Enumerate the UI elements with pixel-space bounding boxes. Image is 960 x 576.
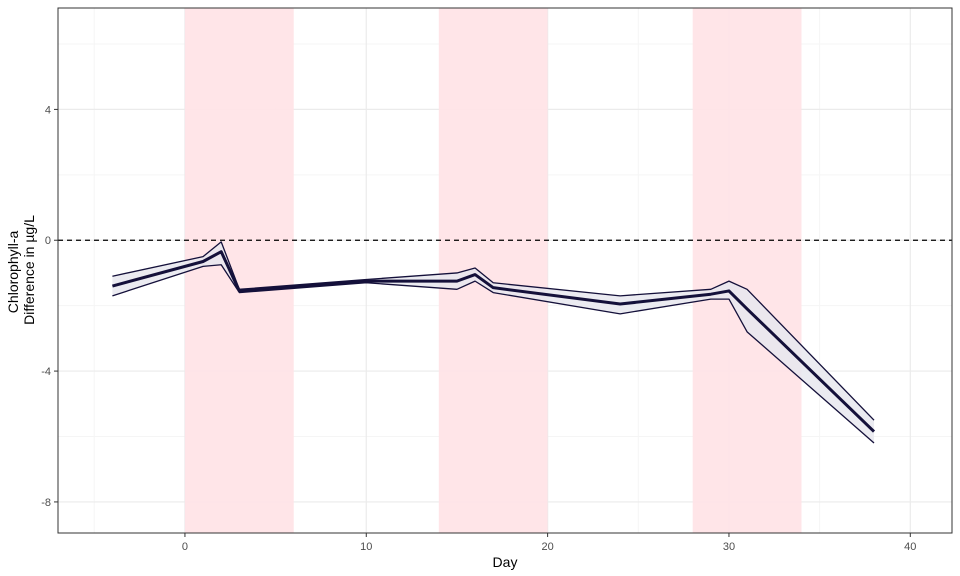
y-axis: 4 0 -4 -8 bbox=[41, 104, 58, 509]
shaded-period bbox=[692, 8, 802, 533]
y-tick-label: -8 bbox=[41, 497, 51, 509]
upper-bound-line bbox=[112, 241, 875, 421]
ribbon-area bbox=[112, 241, 875, 444]
y-axis-title-line-1: Chlorophyll-a bbox=[5, 230, 21, 313]
mean-line bbox=[112, 250, 876, 433]
y-tick-label: 4 bbox=[45, 104, 51, 116]
confidence-ribbon bbox=[112, 241, 875, 444]
shaded-periods bbox=[184, 8, 802, 533]
y-tick-label: -4 bbox=[41, 366, 51, 378]
series-lines bbox=[112, 241, 876, 444]
y-axis-title: Chlorophyll-a Difference in µg/L bbox=[5, 215, 37, 325]
lower-bound-line bbox=[112, 264, 875, 444]
panel-border bbox=[57, 7, 953, 534]
x-axis-title: Day bbox=[493, 554, 518, 570]
x-tick-label: 10 bbox=[360, 541, 372, 553]
x-tick-label: 30 bbox=[723, 541, 735, 553]
x-tick-label: 40 bbox=[904, 541, 916, 553]
x-tick-label: 0 bbox=[182, 541, 188, 553]
shaded-period bbox=[438, 8, 548, 533]
y-axis-title-line-2: Difference in µg/L bbox=[21, 215, 37, 325]
x-tick-label: 20 bbox=[541, 541, 553, 553]
x-axis: 0 10 20 30 40 bbox=[182, 533, 916, 553]
y-tick-label: 0 bbox=[45, 235, 51, 247]
shaded-period bbox=[184, 8, 294, 533]
